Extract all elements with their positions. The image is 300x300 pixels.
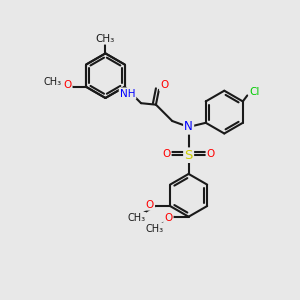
Text: CH₃: CH₃ <box>44 77 62 87</box>
Text: O: O <box>63 80 71 90</box>
Text: Cl: Cl <box>250 88 260 98</box>
Text: O: O <box>146 200 154 209</box>
Text: O: O <box>162 149 170 159</box>
Text: CH₃: CH₃ <box>146 224 164 234</box>
Text: O: O <box>207 149 215 159</box>
Text: O: O <box>160 80 168 90</box>
Text: NH: NH <box>120 88 135 98</box>
Text: S: S <box>184 149 193 162</box>
Text: CH₃: CH₃ <box>127 213 145 223</box>
Text: CH₃: CH₃ <box>96 34 115 44</box>
Text: O: O <box>164 213 172 223</box>
Text: N: N <box>184 121 193 134</box>
